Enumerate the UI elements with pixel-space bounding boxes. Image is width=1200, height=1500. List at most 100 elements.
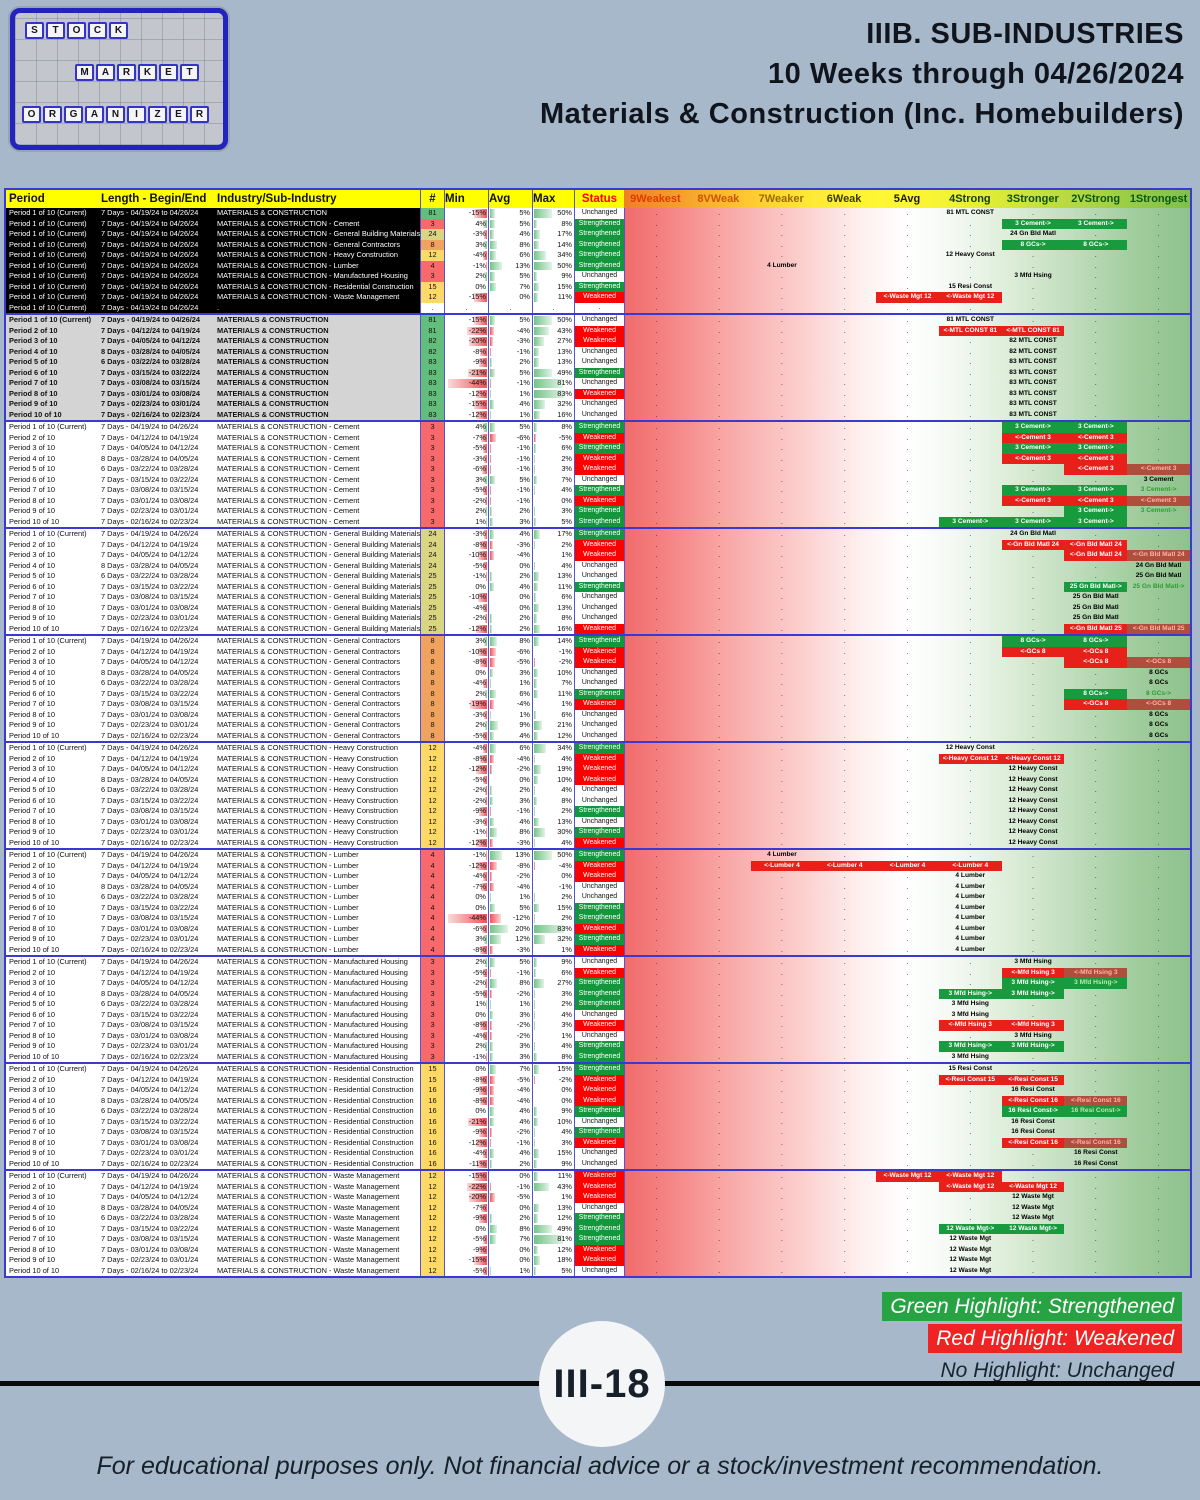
length-cell: 7 Days - 04/12/24 to 04/19/24 — [98, 1181, 214, 1192]
rank-row: ........8 GCs — [624, 709, 1190, 720]
rank-cell: . — [1094, 827, 1097, 836]
rank-cell: . — [969, 422, 972, 431]
industry-cell: MATERIALS & CONSTRUCTION - General Contr… — [214, 678, 420, 689]
rank-cell: 81 MTL CONST — [939, 315, 1002, 326]
length-cell: 6 Days - 03/22/24 to 03/28/24 — [98, 1106, 214, 1117]
rank-cell: . — [843, 281, 846, 291]
period-cell: Period 7 of 10 — [6, 1020, 98, 1031]
data-bar — [490, 444, 491, 453]
rank-cell: . — [780, 1171, 783, 1180]
rank-cell: . — [843, 764, 846, 773]
value: 19% — [557, 764, 572, 773]
count-cell: 4 — [420, 944, 444, 955]
rank-cell: . — [906, 1213, 909, 1222]
value: -6% — [516, 432, 530, 442]
period-cell: Period 8 of 10 — [6, 602, 98, 613]
rank-cell: . — [843, 495, 846, 505]
period-cell: Period 4 of 10 — [6, 453, 98, 464]
data-bar — [534, 1075, 535, 1084]
rank-cell: . — [718, 1181, 721, 1191]
rank-cell: . — [780, 902, 783, 912]
period-cell: Period 7 of 10 — [6, 1234, 98, 1245]
rank-cell: . — [969, 571, 972, 580]
rank-cell: . — [718, 218, 721, 228]
rank-row: ...... <-GCs 8 <-GCs 8. — [624, 646, 1190, 657]
value: 5% — [519, 218, 530, 228]
rank-cell: . — [780, 764, 783, 773]
period-cell: Period 1 of 10 (Current) — [6, 302, 98, 313]
rank-mark: 4 Lumber — [767, 261, 797, 269]
rank-cell: . — [906, 944, 909, 954]
avg-cell: 1% — [488, 1265, 532, 1276]
table-row: Period 5 of 10 6 Days - 03/22/24 to 03/28… — [6, 892, 1190, 903]
rank-cell: . — [655, 1244, 658, 1254]
value: 8% — [561, 422, 572, 431]
rank-row: ...... <-Resi Const 16 <-Resi Const 16. — [624, 1137, 1190, 1148]
rank-cell: . — [780, 1041, 783, 1050]
rank-cell: . — [655, 388, 658, 398]
max-cell: 50% — [532, 850, 574, 861]
rank-cell: 81 MTL CONST — [939, 208, 1002, 219]
rank-cell: . — [1094, 837, 1097, 847]
rank-mark: <-Gn Bld Matl 25 — [1064, 623, 1128, 634]
rank-cell: . — [1157, 422, 1160, 431]
rank-cell: . — [1094, 1192, 1097, 1201]
table-section-general-building-materials: Period 1 of 10 (Current) 7 Days - 04/19/2… — [6, 529, 1190, 636]
data-bar — [534, 1052, 537, 1061]
rank-cell: . — [780, 730, 783, 740]
value: 0% — [475, 902, 486, 912]
value: 8% — [519, 239, 530, 249]
rank-cell: . — [655, 1041, 658, 1050]
period-cell: Period 3 of 10 — [6, 1085, 98, 1096]
rank-mark: 8 GCs-> — [1064, 636, 1128, 647]
rank-cell: . — [780, 785, 783, 794]
rank-column-header: 1Strongest — [1129, 193, 1188, 205]
avg-cell: 0% — [488, 1255, 532, 1266]
value: 3% — [519, 516, 530, 526]
avg-cell: 4% — [488, 1106, 532, 1117]
rank-cell: . — [1157, 913, 1160, 922]
rank-cell: 4 Lumber — [751, 261, 814, 272]
rank-mark: <-Cement 3 — [1001, 432, 1065, 443]
rank-cell: . — [969, 367, 972, 377]
rank-cell: . — [906, 560, 909, 570]
rank-mark: 3 Mfd Hsing — [1014, 958, 1052, 965]
count-cell: 16 — [420, 1106, 444, 1117]
table-row: Period 4 of 10 8 Days - 03/28/24 to 04/05… — [6, 346, 1190, 357]
rank-cell: . — [1032, 1064, 1035, 1073]
industry-cell: MATERIALS & CONSTRUCTION - General Contr… — [214, 688, 420, 699]
rank-cell: . — [718, 806, 721, 815]
data-bar — [534, 807, 535, 816]
value: 2% — [475, 720, 486, 729]
data-bar — [476, 1138, 487, 1147]
data-bar — [483, 219, 487, 228]
length-cell: 7 Days - 03/15/24 to 03/22/24 — [98, 902, 214, 913]
rank-cell: . — [1032, 850, 1035, 859]
rank-cell: . — [843, 1116, 846, 1126]
rank-cell: . — [969, 816, 972, 826]
rank-cell: . — [906, 453, 909, 463]
data-bar — [534, 1042, 536, 1051]
count-cell: 82 — [420, 346, 444, 357]
rank-cell: . — [906, 539, 909, 549]
period-cell: Period 8 of 10 — [6, 495, 98, 506]
value: 2% — [519, 1213, 530, 1222]
table-row: Period 2 of 10 7 Days - 04/12/24 to 04/19… — [6, 1074, 1190, 1085]
data-bar — [479, 1021, 487, 1030]
rank-cell: . — [780, 443, 783, 452]
industry-cell: MATERIALS & CONSTRUCTION - General Build… — [214, 623, 420, 634]
rank-row: ....... 16 Resi Const. — [624, 1158, 1190, 1169]
min-cell: 0% — [444, 667, 488, 678]
min-cell: -7% — [444, 432, 488, 443]
data-bar — [490, 828, 498, 837]
value: 1% — [475, 999, 486, 1008]
rank-cell: . — [718, 1171, 721, 1180]
rank-cell: . — [969, 613, 972, 622]
rank-mark: <-GCs 8 — [1001, 646, 1065, 657]
length-cell: 7 Days - 03/01/24 to 03/08/24 — [98, 1137, 214, 1148]
rank-cell: . — [1157, 999, 1160, 1008]
rank-mark: 8 GCs — [1149, 668, 1169, 676]
data-bar — [469, 1193, 487, 1202]
status-cell: Weakened — [574, 871, 624, 882]
rank-row: .....3 Mfd Hsing-> 3 Mfd Hsing->.. — [624, 1041, 1190, 1052]
